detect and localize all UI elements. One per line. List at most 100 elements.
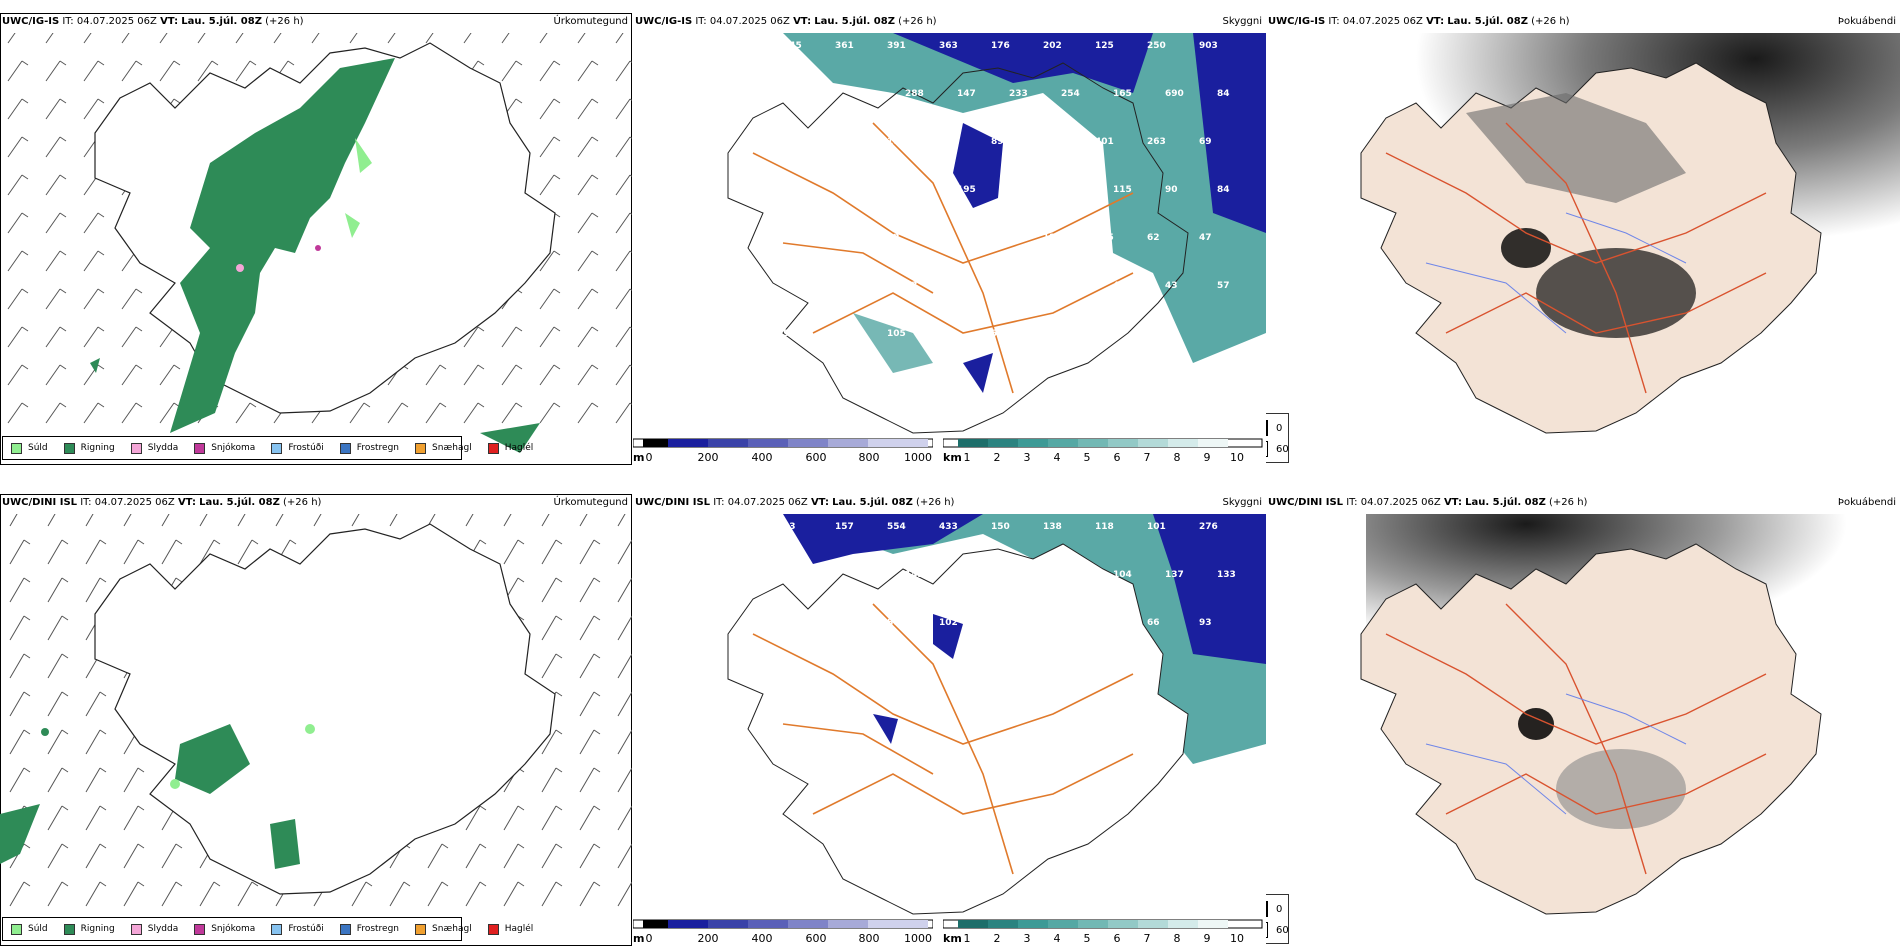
visibility-value-label: 202 — [1043, 41, 1062, 51]
visibility-value-label: 254 — [1061, 89, 1080, 99]
legend-item: Frostregn — [339, 923, 400, 935]
visibility-value-label: 57 — [1043, 137, 1056, 147]
visibility-value-label: 126 — [853, 570, 872, 580]
legend-label: Frostúði — [288, 924, 324, 934]
visibility-value-label: 250 — [1147, 41, 1166, 51]
legend-item: Frostregn — [339, 442, 400, 454]
legend-swatch — [487, 923, 499, 935]
legend-label: Snjókoma — [211, 924, 256, 934]
visibility-value-label: 43 — [1165, 281, 1178, 291]
legend-label: Haglél — [504, 924, 534, 934]
visibility-value-label: 120 — [1043, 233, 1062, 243]
legend-swatch — [271, 442, 283, 454]
visibility-value-label: 70 — [801, 281, 814, 291]
visibility-panel-bottom: UWC/DINI ISL IT: 04.07.2025 06Z VT: Lau.… — [633, 494, 1266, 946]
visibility-value-label: 276 — [1199, 522, 1218, 532]
visibility-value-label: 662 — [853, 89, 872, 99]
legend-swatch — [63, 923, 75, 935]
visibility-value-label: 50 — [991, 329, 1004, 339]
legend-swatch — [130, 442, 142, 454]
panel-type-label: Þokuábendi — [1837, 16, 1896, 27]
precip-legend: Súld Rigning Slydda Snjókoma Frostúði Frostre… — [2, 917, 533, 941]
visibility-value-label: 403 — [1113, 281, 1132, 291]
visibility-value-label: 133 — [1217, 570, 1236, 580]
visibility-value-label: 690 — [1165, 89, 1184, 99]
legend-label: Súld — [28, 924, 48, 934]
visibility-value-label: 241 — [835, 137, 854, 147]
panel-title: UWC/DINI ISL IT: 04.07.2025 06Z VT: Lau.… — [1268, 497, 1588, 508]
visibility-value-label: 93 — [783, 522, 796, 532]
legend-label: Frostregn — [356, 443, 400, 453]
visibility-value-label: 87 — [887, 618, 900, 628]
visibility-value-label: 902 — [853, 666, 872, 676]
visibility-value-label: 134 — [939, 137, 958, 147]
visibility-value-label: 391 — [887, 41, 906, 51]
visibility-value-label: 11 — [783, 618, 796, 628]
visibility-value-label: 63 — [905, 281, 918, 291]
visibility-value-label: 47 — [1199, 233, 1212, 243]
legend-label: Snjókoma — [211, 443, 256, 453]
visibility-value-label: 118 — [1095, 522, 1114, 532]
legend-label: Snæhagl — [432, 924, 472, 934]
visibility-value-label: 233 — [957, 570, 976, 580]
panel-type-label: Úrkomutegund — [553, 497, 628, 508]
visibility-value-label: 163 — [835, 329, 854, 339]
km-scale: km 1 2 3 4 5 6 7 8 9 10 — [943, 438, 1263, 465]
visibility-value-label: 145 — [783, 41, 802, 51]
visibility-value-label: 188 — [887, 137, 906, 147]
visibility-value-label: 147 — [957, 89, 976, 99]
visibility-value-label: 44 — [939, 329, 952, 339]
legend-label: Snæhagl — [432, 443, 472, 453]
visibility-value-label: 92 — [783, 233, 796, 243]
legend-label: Súld — [28, 443, 48, 453]
visibility-value-label: 31 — [1061, 185, 1074, 195]
visibility-value-label: 50 — [801, 666, 814, 676]
visibility-value-label: 361 — [835, 41, 854, 51]
legend-item: Frostúði — [271, 923, 324, 935]
visibility-value-label: 622 — [957, 281, 976, 291]
legend-label: Frostregn — [356, 924, 400, 934]
visibility-value-label: 176 — [991, 41, 1010, 51]
height-scale: m 0 200 400 600 800 1000 — [633, 919, 933, 946]
legend-swatch — [11, 442, 22, 454]
visibility-value-label: 69 — [1199, 137, 1212, 147]
visibility-value-label: 141 — [1009, 185, 1028, 195]
panel-title: UWC/IG-IS IT: 04.07.2025 06Z VT: Lau. 5.… — [635, 16, 937, 27]
visibility-value-label: 93 — [1199, 618, 1212, 628]
visibility-map-bottom — [727, 514, 1266, 915]
legend-swatch — [339, 923, 351, 935]
height-scale: m 0 200 400 600 800 1000 — [633, 438, 933, 465]
legend-item: Slydda — [130, 923, 178, 935]
legend-swatch — [415, 923, 427, 935]
visibility-value-label: 79 — [957, 666, 970, 676]
iceland-outline — [727, 543, 1189, 915]
visibility-value-label: 84 — [1217, 185, 1230, 195]
visibility-value-label: 157 — [835, 522, 854, 532]
panel-type-label: Úrkomutegund — [553, 16, 628, 27]
precip-panel-bottom: UWC/DINI ISL IT: 04.07.2025 06Z VT: Lau.… — [0, 494, 632, 946]
visibility-value-label: 102 — [939, 618, 958, 628]
visibility-value-label: 263 — [1147, 137, 1166, 147]
legend-item: Snæhagl — [415, 442, 472, 454]
visibility-value-labels: 93 157 554 433 150 138 118 101 276 456 126 142 233 97… — [633, 514, 1266, 934]
visibility-value-label: 903 — [1199, 41, 1218, 51]
legend-swatch — [11, 923, 22, 935]
visibility-value-label: 458 — [1009, 666, 1028, 676]
visibility-value-label: 165 — [1113, 89, 1132, 99]
visibility-value-label: 81 — [835, 233, 848, 243]
visibility-value-label: 142 — [905, 570, 924, 580]
visibility-value-label: 87 — [801, 185, 814, 195]
visibility-value-label: 363 — [939, 41, 958, 51]
legend-swatch — [487, 442, 499, 454]
visibility-value-label: 104 — [1113, 570, 1132, 580]
km-scale: km 1 2 3 4 5 6 7 8 9 10 — [943, 919, 1263, 946]
visibility-value-label: 57 — [1217, 281, 1230, 291]
visibility-value-label: 893 — [991, 137, 1010, 147]
fog-panel-bottom: UWC/DINI ISL IT: 04.07.2025 06Z VT: Lau.… — [1266, 494, 1900, 946]
legend-item: Súld — [11, 923, 48, 935]
legend-label: Haglél — [504, 443, 534, 453]
fog-legend: 0 60 — [1266, 413, 1289, 463]
legend-swatch — [194, 442, 206, 454]
fog-map-bottom — [1266, 514, 1900, 934]
visibility-value-label: 105 — [835, 618, 854, 628]
